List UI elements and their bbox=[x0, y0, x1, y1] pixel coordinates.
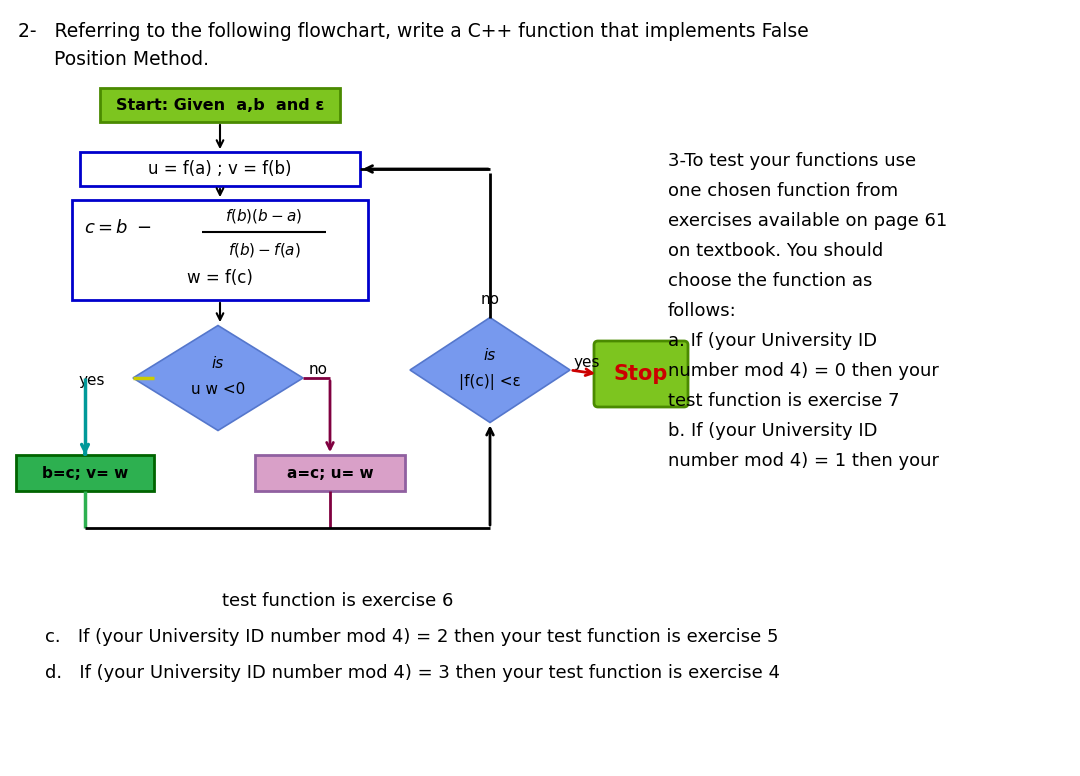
Text: is: is bbox=[484, 348, 496, 363]
Text: Position Method.: Position Method. bbox=[18, 50, 210, 69]
Text: $f(b)(b-a)$: $f(b)(b-a)$ bbox=[226, 207, 302, 225]
Text: u w <0: u w <0 bbox=[191, 383, 245, 397]
Bar bbox=[255, 455, 405, 491]
Text: on textbook. You should: on textbook. You should bbox=[669, 242, 883, 260]
Text: number mod 4) = 0 then your: number mod 4) = 0 then your bbox=[669, 362, 939, 380]
Text: 2-   Referring to the following flowchart, write a C++ function that implements : 2- Referring to the following flowchart,… bbox=[18, 22, 809, 41]
Text: number mod 4) = 1 then your: number mod 4) = 1 then your bbox=[669, 452, 939, 470]
Text: a. If (your University ID: a. If (your University ID bbox=[669, 332, 877, 350]
Text: yes: yes bbox=[79, 372, 105, 387]
Text: $f(b)-f(a)$: $f(b)-f(a)$ bbox=[228, 241, 300, 259]
Polygon shape bbox=[410, 317, 570, 422]
FancyBboxPatch shape bbox=[594, 341, 688, 407]
Text: Start: Given  a,b  and ε: Start: Given a,b and ε bbox=[116, 98, 324, 113]
Text: one chosen function from: one chosen function from bbox=[669, 182, 899, 200]
Text: yes: yes bbox=[573, 355, 600, 369]
Text: b. If (your University ID: b. If (your University ID bbox=[669, 422, 877, 440]
Text: a=c; u= w: a=c; u= w bbox=[286, 466, 374, 480]
Bar bbox=[100, 88, 340, 122]
Text: $c = b\ -$: $c = b\ -$ bbox=[84, 219, 152, 237]
Text: c.   If (your University ID number mod 4) = 2 then your test function is exercis: c. If (your University ID number mod 4) … bbox=[45, 628, 779, 646]
Text: w = f(c): w = f(c) bbox=[187, 269, 253, 287]
Text: no: no bbox=[481, 293, 499, 307]
Text: no: no bbox=[309, 362, 328, 377]
Text: test function is exercise 6: test function is exercise 6 bbox=[222, 592, 454, 610]
Text: is: is bbox=[212, 356, 225, 372]
Text: test function is exercise 7: test function is exercise 7 bbox=[669, 392, 900, 410]
Text: u = f(a) ; v = f(b): u = f(a) ; v = f(b) bbox=[148, 160, 292, 178]
Text: d.   If (your University ID number mod 4) = 3 then your test function is exercis: d. If (your University ID number mod 4) … bbox=[45, 664, 780, 682]
Bar bbox=[72, 200, 368, 300]
Text: b=c; v= w: b=c; v= w bbox=[42, 466, 129, 480]
Text: Stop: Stop bbox=[613, 364, 669, 384]
Text: 3-To test your functions use: 3-To test your functions use bbox=[669, 152, 916, 170]
Text: follows:: follows: bbox=[669, 302, 737, 320]
Text: exercises available on page 61: exercises available on page 61 bbox=[669, 212, 947, 230]
Text: |f(c)| <ε: |f(c)| <ε bbox=[459, 374, 521, 390]
Polygon shape bbox=[133, 325, 303, 431]
Bar bbox=[80, 152, 360, 186]
Text: choose the function as: choose the function as bbox=[669, 272, 873, 290]
Bar bbox=[16, 455, 154, 491]
